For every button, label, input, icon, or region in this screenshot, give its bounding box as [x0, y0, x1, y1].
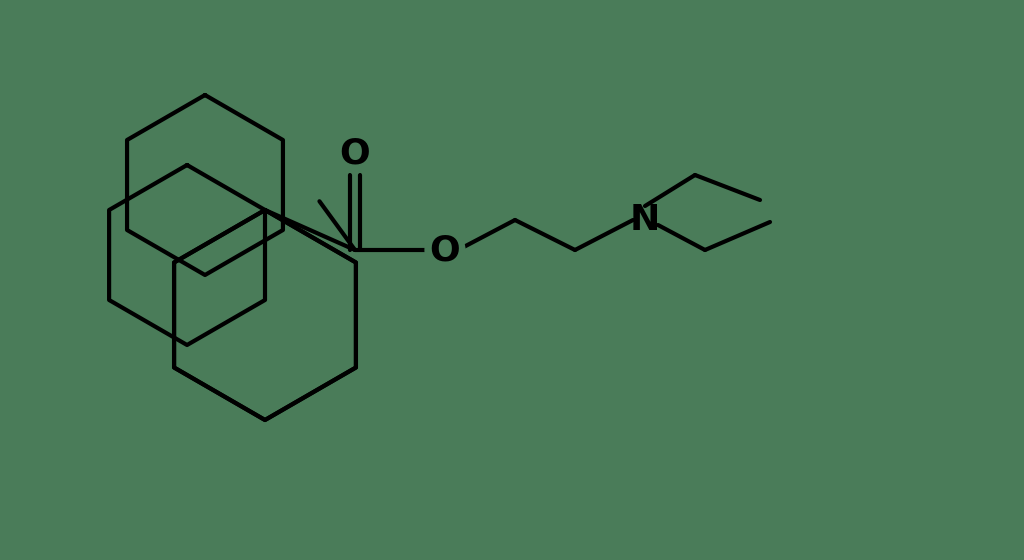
Text: N: N: [630, 203, 660, 237]
Text: O: O: [340, 136, 371, 170]
Text: O: O: [430, 233, 461, 267]
